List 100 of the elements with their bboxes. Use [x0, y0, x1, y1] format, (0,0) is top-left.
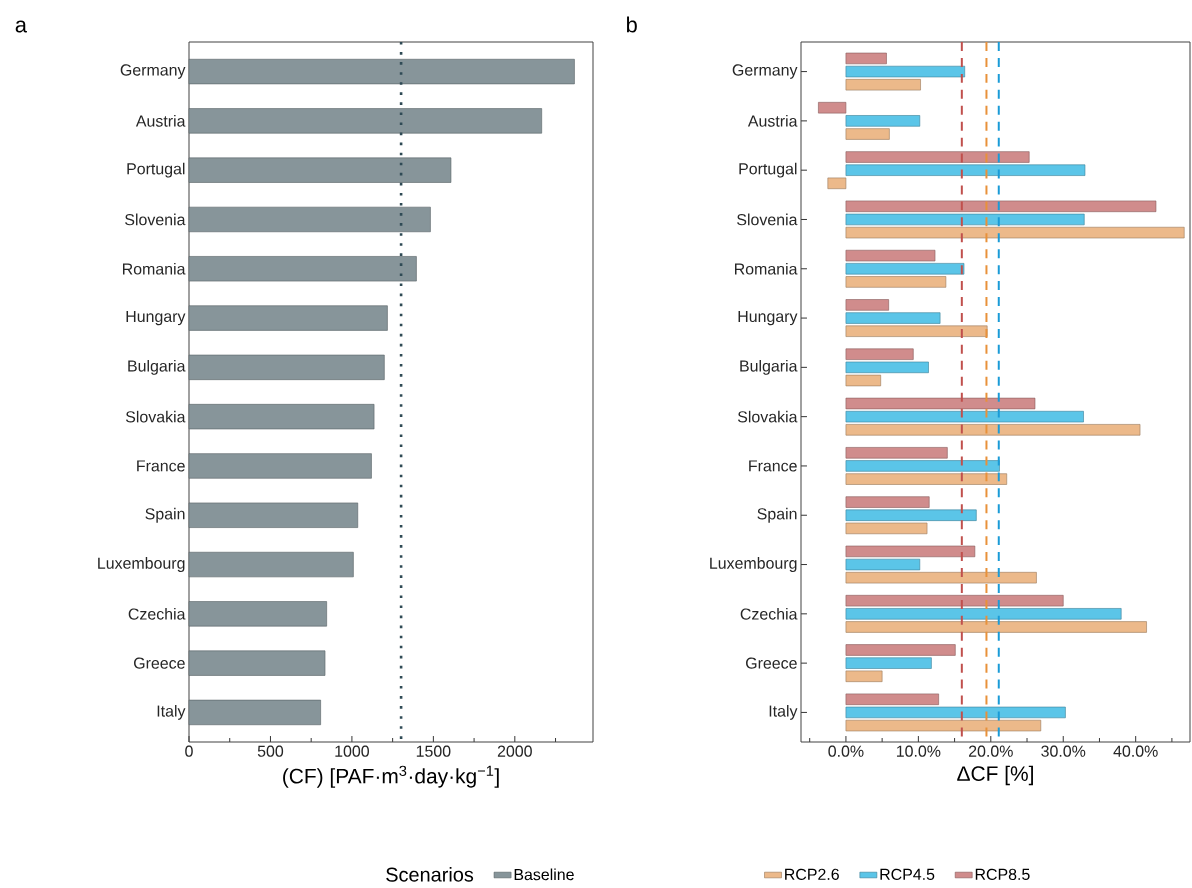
bar [188, 157, 452, 183]
y-tick-label: Austria [747, 115, 798, 127]
y-tick-label: Spain [145, 507, 185, 523]
bar [845, 325, 988, 337]
y-tick-label: Slovakia [125, 410, 186, 423]
bar [188, 551, 354, 578]
bar [845, 299, 889, 311]
bar [845, 706, 1066, 719]
bar [845, 164, 1086, 176]
bar [845, 670, 883, 682]
bar [845, 65, 966, 78]
bar [845, 249, 936, 262]
y-tick-label: Czechia [740, 607, 798, 620]
y-tick-label: Germany [732, 64, 798, 79]
y-tick-label: Germany [120, 64, 186, 79]
x-tick-label: 500 [257, 745, 284, 757]
x-tick-label: 1500 [416, 745, 451, 757]
chart-title: b [626, 16, 637, 33]
bar [845, 595, 1064, 607]
bar [845, 213, 1085, 226]
bar [845, 621, 1147, 633]
y-tick-label: Austria [135, 115, 186, 127]
bar [188, 256, 417, 282]
x-tick-label: 40.0% [1113, 745, 1158, 757]
bar [845, 79, 921, 91]
bar [845, 608, 1122, 620]
bar [845, 545, 976, 558]
y-tick-label: Hungary [126, 310, 186, 326]
y-tick-label: Portugal [127, 162, 185, 178]
y-tick-label: Greece [134, 657, 185, 669]
bar [845, 263, 965, 275]
y-tick-label: Greece [746, 657, 797, 669]
bar [845, 719, 1042, 732]
x-tick-label: 0.0% [828, 745, 864, 757]
bar [845, 473, 1008, 485]
bar [845, 572, 1037, 584]
y-tick-label: Italy [769, 705, 798, 720]
x-tick-label: 2000 [497, 745, 532, 757]
bar [188, 699, 321, 726]
legend-label: RCP2.6 [785, 868, 839, 880]
bar [845, 226, 1185, 239]
bar [845, 151, 1030, 163]
bar [827, 177, 847, 190]
legend-title: Scenarios [386, 867, 474, 882]
bar [188, 404, 375, 430]
bar [188, 502, 359, 528]
bar [845, 397, 1036, 410]
chart-title: a [15, 20, 27, 33]
x-tick-label: 30.0% [1041, 745, 1086, 757]
bar [845, 460, 1000, 472]
bar [845, 424, 1141, 436]
y-tick-label: Luxembourg [710, 557, 797, 572]
bar [818, 102, 847, 114]
y-tick-label: Italy [157, 705, 186, 720]
bar [188, 58, 575, 85]
bar [845, 348, 914, 360]
legend-label: RCP8.5 [975, 868, 1030, 880]
bar [188, 453, 372, 479]
y-tick-label: France [137, 460, 185, 472]
bar [845, 115, 921, 127]
x-tick-label: 1000 [335, 745, 369, 757]
bar [845, 312, 941, 324]
y-tick-label: Bulgaria [128, 359, 186, 375]
bar [845, 522, 928, 535]
bar [845, 558, 921, 571]
y-tick-label: Slovenia [737, 213, 798, 226]
y-tick-label: Portugal [739, 162, 797, 178]
x-tick-label: 0 [185, 745, 193, 757]
y-tick-label: Spain [757, 507, 797, 523]
bar [845, 128, 890, 140]
y-tick-label: Slovakia [737, 410, 798, 423]
y-tick-label: Luxembourg [98, 557, 185, 572]
legend-label: RCP4.5 [880, 868, 935, 880]
y-tick-label: Czechia [128, 607, 186, 620]
bar [845, 276, 947, 288]
y-tick-label: France [749, 460, 797, 472]
bar [188, 305, 388, 331]
bar [188, 601, 327, 627]
bar [845, 657, 932, 669]
bar [845, 361, 929, 374]
bar [845, 200, 1157, 213]
bar [845, 496, 930, 508]
bar [845, 52, 887, 65]
bar [188, 354, 385, 380]
x-tick-label: 20.0% [969, 745, 1013, 757]
bar [188, 108, 542, 134]
x-axis-title: (CF) [PAF·m$^{3}$·day·kg$^{−1}$] [283, 765, 499, 788]
bar [845, 644, 956, 656]
x-axis-title: ΔCF [%] [957, 765, 1033, 786]
legend-label: Baseline [514, 868, 574, 881]
bar [845, 374, 881, 387]
y-tick-label: Romania [123, 262, 186, 275]
y-tick-label: Romania [735, 262, 798, 275]
bar [188, 206, 431, 233]
y-tick-label: Slovenia [125, 213, 186, 226]
y-tick-label: Bulgaria [740, 359, 798, 375]
bar [845, 447, 948, 459]
bar [188, 650, 326, 676]
y-tick-label: Hungary [738, 310, 798, 326]
x-tick-label: 10.0% [896, 745, 941, 757]
